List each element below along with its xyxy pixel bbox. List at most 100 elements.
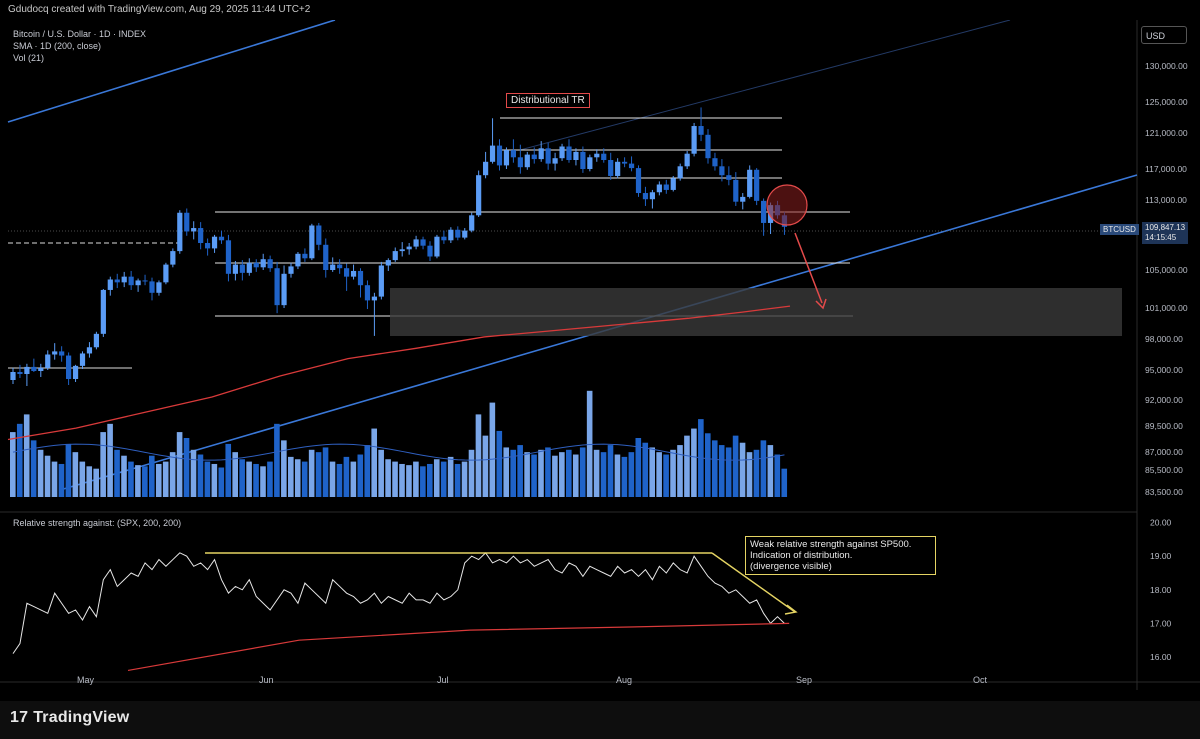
- candle-body: [663, 184, 669, 190]
- candle-body: [719, 166, 725, 176]
- candle-body: [399, 249, 405, 252]
- volume-bar: [649, 447, 655, 497]
- volume-bar: [315, 452, 322, 497]
- weak-relative-strength-note: Weak relative strength against SP500. In…: [745, 536, 936, 575]
- currency-button[interactable]: USD: [1141, 26, 1187, 44]
- volume-bar: [72, 452, 79, 497]
- candle-body: [93, 333, 99, 348]
- candle-body: [114, 279, 120, 283]
- candle-body: [211, 236, 218, 249]
- volume-bar: [628, 452, 635, 497]
- candle-body: [434, 236, 440, 257]
- volume-bar: [559, 452, 565, 497]
- candle-body: [684, 153, 690, 167]
- volume-bar: [371, 428, 377, 497]
- volume-bar: [308, 449, 315, 497]
- volume-bar: [385, 459, 391, 497]
- candle-body: [517, 157, 523, 168]
- volume-bar: [503, 447, 510, 497]
- price-axis-label: 130,000.00: [1145, 61, 1188, 71]
- volume-bar: [121, 455, 127, 497]
- candle-body: [754, 169, 760, 201]
- volume-bar: [281, 440, 287, 497]
- volume-bar: [538, 449, 544, 497]
- candle-body: [670, 178, 676, 190]
- volume-bar: [301, 461, 308, 497]
- candle-body: [17, 372, 23, 374]
- price-axis-label: 95,000.00: [1145, 365, 1183, 375]
- candle-body: [177, 212, 183, 252]
- candle-body: [712, 158, 718, 167]
- price-axis-label: 113,000.00: [1145, 195, 1187, 205]
- candle-body: [705, 134, 711, 159]
- volume-bar: [725, 447, 732, 497]
- candle-body: [406, 246, 412, 250]
- volume-bar: [753, 449, 760, 497]
- tradingview-logo[interactable]: 17 TradingView: [10, 709, 129, 727]
- candle-body: [184, 212, 190, 232]
- volume-bar: [211, 463, 218, 497]
- legend-sma[interactable]: SMA · 1D (200, close): [13, 41, 102, 51]
- volume-bar: [621, 456, 628, 497]
- candle-body: [580, 151, 586, 169]
- candle-body: [656, 184, 662, 193]
- candle-body: [622, 161, 628, 164]
- volume-bar: [461, 461, 468, 497]
- candle-body: [107, 279, 113, 290]
- rs-divergence-slope-line: [711, 552, 796, 613]
- volume-bar: [413, 461, 419, 497]
- volume-bar: [329, 461, 336, 497]
- rs-divergence-arrow: [784, 604, 798, 615]
- candle-body: [66, 355, 72, 379]
- candle-body: [740, 196, 746, 202]
- candle-body: [496, 145, 503, 166]
- candle-body: [52, 351, 58, 355]
- rs-axis-label: 17.00: [1150, 618, 1172, 628]
- volume-bar: [586, 390, 593, 497]
- chart-canvas[interactable]: 130,000.00 125,000.00 121,000.00 117,000.00…: [0, 20, 1200, 701]
- candle-body: [121, 276, 127, 283]
- volume-bar: [670, 449, 676, 497]
- volume-bar: [607, 445, 614, 497]
- volume-bar: [336, 463, 343, 497]
- rs-axis-label: 16.00: [1150, 652, 1172, 662]
- volume-bar: [190, 449, 197, 497]
- legend-volume[interactable]: Vol (21): [13, 53, 45, 63]
- demand-zone: [390, 288, 1122, 336]
- bar-countdown: 14:15:45: [1145, 233, 1177, 242]
- volume-bar: [135, 465, 141, 497]
- sma-200-line: [7, 305, 791, 441]
- volume-bar: [79, 461, 86, 497]
- volume-bar: [155, 463, 162, 497]
- legend-symbol[interactable]: Bitcoin / U.S. Dollar · 1D · INDEX: [13, 29, 147, 39]
- candle-body: [545, 148, 551, 164]
- candle-body: [246, 262, 252, 273]
- candle-body: [323, 244, 329, 270]
- volume-bar: [149, 455, 155, 497]
- candle-body: [302, 253, 308, 259]
- volume-bar: [114, 449, 120, 497]
- candle-body: [392, 251, 398, 261]
- volume-bar: [531, 454, 537, 497]
- volume-bar: [566, 449, 572, 497]
- candle-body: [344, 268, 350, 277]
- time-axis-label: Oct: [973, 675, 988, 685]
- volume-bar: [454, 463, 461, 497]
- candle-body: [316, 225, 322, 245]
- price-axis-label: 85,500.00: [1145, 465, 1183, 475]
- volume-bar: [767, 445, 774, 497]
- legend-relative-strength[interactable]: Relative strength against: (SPX, 200, 20…: [13, 518, 182, 528]
- candle-body: [260, 259, 266, 268]
- candle-body: [649, 192, 655, 200]
- price-axis-label: 98,000.00: [1145, 334, 1183, 344]
- candle-body: [72, 365, 79, 379]
- candle-body: [79, 353, 86, 366]
- volume-bar: [545, 447, 551, 497]
- candle-body: [455, 229, 461, 238]
- candle-body: [156, 282, 162, 293]
- candle-body: [128, 276, 134, 286]
- volume-bar: [739, 442, 746, 497]
- tradingview-brand: TradingView: [33, 709, 130, 726]
- volume-bar: [16, 423, 23, 497]
- volume-bar: [274, 423, 280, 497]
